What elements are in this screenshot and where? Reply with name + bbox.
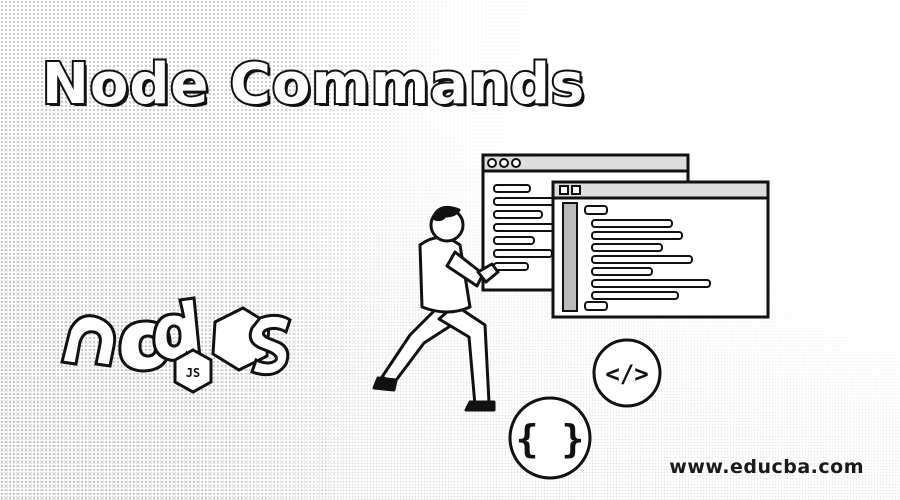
window-dot-icon bbox=[499, 158, 509, 168]
window-dot-icon bbox=[487, 158, 497, 168]
website-link[interactable]: www.educba.com bbox=[669, 456, 864, 478]
window-dot-icon bbox=[511, 158, 521, 168]
page-title: Node Commands bbox=[40, 50, 586, 119]
svg-text:JS: JS bbox=[186, 366, 200, 380]
line-gutter bbox=[562, 202, 578, 312]
person-figure bbox=[372, 205, 500, 412]
code-tag-icon: </> bbox=[605, 360, 648, 388]
code-window-front bbox=[551, 180, 770, 319]
node-logo: JS bbox=[60, 296, 292, 394]
code-tag-badge: </> bbox=[592, 338, 662, 408]
braces-icon: { } bbox=[516, 417, 585, 461]
braces-badge: { } bbox=[508, 396, 592, 480]
